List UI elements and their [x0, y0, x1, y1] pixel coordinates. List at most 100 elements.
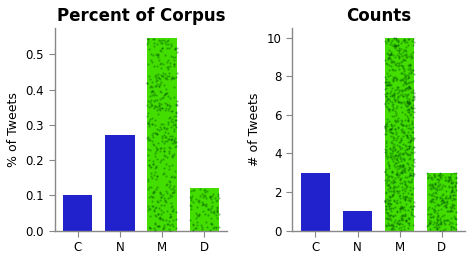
Point [399, 53, 407, 57]
Point [406, 218, 413, 222]
Point [388, 87, 396, 91]
Point [407, 226, 415, 230]
Point [205, 200, 213, 204]
Point [165, 213, 172, 218]
Point [404, 83, 411, 87]
Point [390, 53, 397, 57]
Point [382, 169, 389, 173]
Point [151, 60, 159, 64]
Point [386, 136, 394, 140]
Point [387, 171, 395, 175]
Point [397, 58, 405, 62]
Point [149, 162, 157, 166]
Point [426, 212, 434, 216]
Point [404, 188, 411, 192]
Point [207, 220, 215, 224]
Point [399, 120, 407, 124]
Point [448, 212, 456, 216]
Point [389, 80, 396, 84]
Point [386, 119, 394, 123]
Point [399, 219, 407, 223]
Point [172, 181, 180, 186]
Point [407, 69, 414, 73]
Point [386, 104, 394, 108]
Point [206, 210, 213, 214]
Point [385, 79, 392, 84]
Point [385, 212, 392, 216]
Point [381, 183, 389, 187]
Point [397, 139, 405, 143]
Point [441, 176, 449, 181]
Point [389, 70, 397, 74]
Point [390, 41, 398, 45]
Point [147, 134, 154, 138]
Point [407, 148, 414, 152]
Bar [189, 188, 219, 231]
Point [401, 200, 409, 204]
Point [151, 111, 158, 115]
Point [383, 87, 391, 92]
Point [387, 80, 394, 84]
Point [170, 112, 177, 116]
Point [410, 55, 418, 59]
Point [445, 180, 453, 184]
Point [390, 226, 398, 230]
Point [437, 201, 445, 205]
Point [163, 207, 171, 211]
Point [450, 191, 457, 195]
Point [409, 124, 417, 128]
Point [431, 228, 439, 233]
Point [453, 217, 460, 221]
Point [447, 227, 454, 231]
Point [404, 213, 412, 217]
Point [398, 207, 405, 211]
Point [394, 214, 402, 218]
Point [402, 67, 409, 71]
Point [204, 223, 211, 227]
Point [388, 185, 395, 189]
Point [152, 150, 159, 154]
Point [172, 129, 180, 134]
Point [166, 206, 173, 210]
Point [403, 102, 411, 106]
Point [440, 212, 447, 216]
Point [397, 127, 405, 131]
Point [428, 203, 436, 207]
Point [165, 59, 173, 63]
Point [159, 141, 167, 145]
Point [215, 214, 222, 218]
Point [399, 87, 407, 91]
Point [397, 117, 405, 121]
Point [147, 158, 155, 162]
Point [449, 203, 456, 207]
Point [451, 226, 459, 230]
Point [167, 65, 175, 69]
Point [152, 185, 160, 189]
Point [145, 54, 152, 58]
Point [393, 155, 400, 159]
Point [397, 48, 405, 52]
Point [406, 70, 414, 75]
Point [159, 195, 166, 199]
Point [396, 180, 403, 185]
Point [404, 151, 411, 155]
Point [443, 204, 450, 208]
Point [384, 146, 392, 150]
Point [382, 63, 389, 67]
Point [427, 185, 435, 189]
Point [403, 205, 410, 209]
Point [149, 150, 156, 154]
Point [384, 132, 392, 136]
Point [425, 190, 432, 194]
Point [381, 61, 389, 65]
Point [392, 194, 400, 198]
Point [425, 178, 432, 182]
Point [151, 148, 158, 152]
Point [169, 82, 177, 86]
Point [169, 168, 177, 172]
Point [390, 228, 398, 232]
Point [408, 111, 416, 115]
Point [383, 140, 391, 144]
Point [406, 176, 413, 180]
Point [453, 193, 460, 198]
